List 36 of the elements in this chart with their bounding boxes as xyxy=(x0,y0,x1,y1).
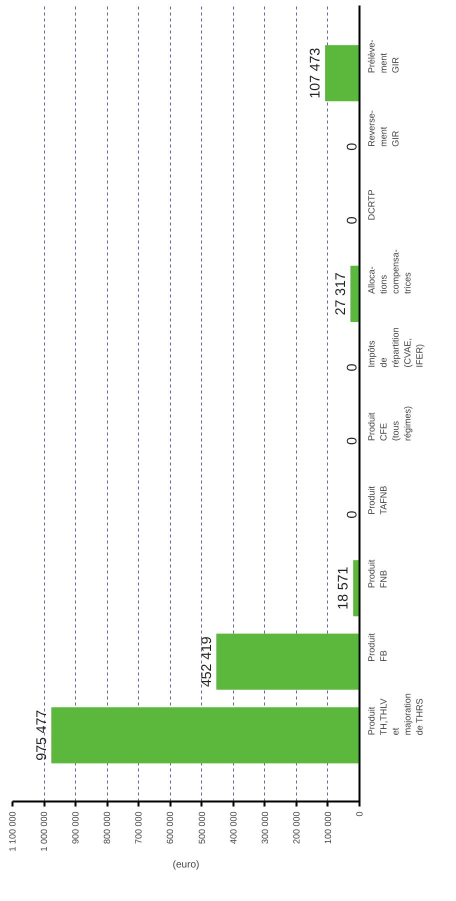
x-tick-label: 100 000 xyxy=(322,811,333,844)
x-tick-label: 600 000 xyxy=(165,811,176,844)
y-tick-label: Produit TH,THLV et majoration de THRS xyxy=(366,693,424,736)
bar xyxy=(51,707,360,764)
bar xyxy=(325,45,360,102)
x-tick-label: 300 000 xyxy=(260,811,270,844)
x-tick-label: 1 000 000 xyxy=(39,811,50,852)
y-tick-label: Produit TAFNB xyxy=(366,486,388,515)
y-tick-label: Alloca- tions compensa- trices xyxy=(366,249,412,294)
bar xyxy=(216,634,360,690)
x-tick-label: 400 000 xyxy=(228,811,238,844)
x-tick-label: 200 000 xyxy=(291,811,302,844)
data-label: 0 xyxy=(344,510,360,518)
x-axis-title: (euro) xyxy=(172,860,200,871)
y-tick-label: DCRTP xyxy=(366,189,376,220)
y-tick-label: Reverse- ment GIR xyxy=(366,110,400,147)
x-tick-label: 900 000 xyxy=(70,811,81,844)
x-tick-label: 700 000 xyxy=(134,811,144,844)
data-label: 18 571 xyxy=(334,566,351,610)
data-label: 452 419 xyxy=(198,636,214,688)
x-tick-label: 1 100 000 xyxy=(8,811,18,852)
x-tick-label: 800 000 xyxy=(102,811,112,844)
x-tick-label: 0 xyxy=(354,811,364,817)
data-label: 0 xyxy=(344,142,360,151)
data-label: 107 473 xyxy=(306,48,323,98)
y-tick-label: Impôts de répartition (CVAE, IFER) xyxy=(366,327,424,368)
data-label: 0 xyxy=(344,363,360,372)
data-label: 0 xyxy=(344,436,360,445)
data-label: 975 477 xyxy=(32,710,49,761)
y-tick-label: Produit FNB xyxy=(366,559,388,588)
data-label: 0 xyxy=(344,216,360,224)
data-label: 27 317 xyxy=(332,272,348,316)
y-tick-label: Prélève- ment GIR xyxy=(366,40,400,74)
y-tick-label: Produit CFE (tous régimes) xyxy=(366,406,412,442)
y-tick-label: Produit FB xyxy=(366,632,388,662)
x-tick-label: 500 000 xyxy=(196,811,207,844)
